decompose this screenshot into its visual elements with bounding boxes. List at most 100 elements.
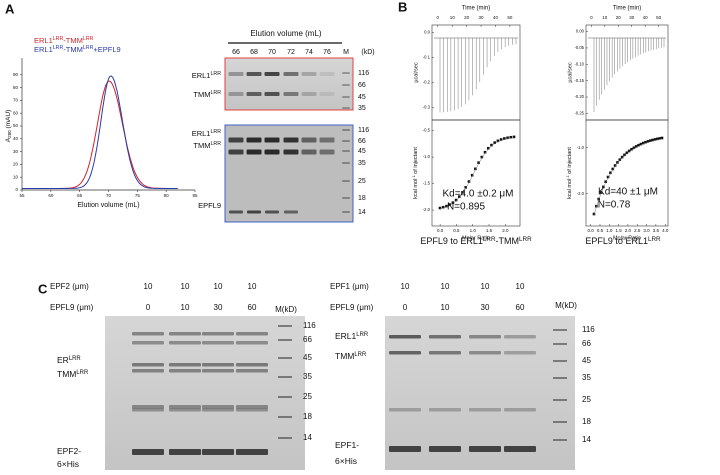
tick-label: 0.00: [576, 29, 585, 34]
isotherm-point: [609, 171, 612, 175]
gel-band: [342, 197, 350, 199]
gel-band: [202, 405, 234, 409]
isotherm-point: [651, 138, 654, 142]
isotherm-point: [464, 186, 468, 189]
row-label: EPF1 (μm): [330, 282, 369, 291]
gel-band: [284, 210, 298, 214]
gel-image: [105, 316, 305, 470]
gel-band: [504, 446, 536, 452]
gel-band: [169, 408, 201, 412]
gel-band: [132, 449, 164, 455]
gel-band: [553, 377, 567, 379]
text-part: of injectant: [413, 147, 419, 176]
gel-band: [132, 408, 164, 412]
gel-band: [169, 363, 201, 367]
tick-label: 4.0: [662, 228, 669, 233]
text-part: TMM: [335, 351, 354, 361]
text-part: EPF1-: [335, 440, 359, 450]
isotherm-point: [611, 167, 615, 171]
marker-header: M(kD): [275, 305, 297, 314]
text-part: of injectant: [567, 147, 573, 176]
gel-band: [132, 369, 164, 373]
gel-band: [342, 140, 350, 142]
axis-label: Molar Ratio: [613, 235, 641, 241]
gel-band: [342, 211, 350, 213]
y-tick-label: 60: [13, 110, 19, 115]
marker-label: 14: [582, 435, 591, 444]
y-tick-label: 40: [13, 136, 19, 141]
row-value: 10: [481, 282, 490, 291]
isotherm-point: [599, 191, 603, 194]
tick-label: -0.15: [574, 78, 584, 83]
isotherm-point: [474, 167, 477, 171]
tick-label: -0.5: [423, 128, 431, 133]
x-tick-label: 85: [192, 193, 198, 198]
band-label: 6×His: [335, 456, 357, 466]
tick-label: -0.05: [574, 45, 584, 50]
panel-label: C: [38, 281, 48, 296]
gel-band: [469, 335, 501, 339]
text-part: ERL1: [335, 331, 357, 341]
annotation: Kd=40 ±1 μM: [598, 187, 658, 198]
gel-band: [342, 162, 350, 164]
gel-band: [246, 149, 262, 155]
tick-label: 1.5: [615, 228, 622, 233]
gel-band: [342, 107, 350, 109]
y-tick-label: 70: [13, 98, 19, 103]
gel-band: [202, 332, 234, 336]
isotherm-point: [483, 150, 487, 154]
isotherm-point: [634, 145, 638, 148]
marker-label: 116: [358, 127, 369, 134]
band-label: ERL1LRR: [192, 129, 221, 138]
gel-band: [236, 369, 268, 373]
gel-band: [202, 369, 234, 373]
gel-band: [342, 96, 350, 98]
isotherm-point: [477, 161, 480, 164]
gel-band: [169, 341, 201, 345]
gel-band: [301, 92, 317, 96]
tick-label: -1.0: [577, 145, 585, 150]
marker-header: M(kD): [555, 301, 577, 310]
y-axis-label: A280 (mAU): [5, 110, 12, 143]
marker-label: 18: [358, 195, 366, 202]
tick-label: 50: [656, 15, 662, 20]
gel-band: [236, 449, 268, 455]
text-part: LRR: [83, 36, 94, 42]
text-part: ER: [57, 355, 69, 365]
tick-label: -1.5: [423, 181, 431, 186]
gel-band: [236, 332, 268, 336]
text-part: -1: [566, 175, 570, 178]
text-part: LRR: [210, 90, 221, 96]
text-part: LRR: [356, 332, 369, 338]
isotherm-point: [503, 137, 506, 140]
marker-label: 25: [358, 178, 366, 185]
gel-band: [389, 351, 421, 355]
isotherm-point: [499, 138, 503, 141]
gel-band: [319, 137, 335, 143]
gel-band: [504, 335, 536, 339]
gel-band: [132, 332, 164, 336]
gel-band: [301, 72, 317, 76]
marker-label: 35: [358, 105, 366, 112]
tick-label: 10: [450, 15, 456, 20]
text-part: 6×His: [57, 459, 79, 469]
tick-label: 50: [507, 15, 513, 20]
gel-band: [169, 405, 201, 409]
band-label: ERL1LRR: [192, 71, 221, 80]
marker-label: 66: [358, 82, 366, 89]
isotherm-point: [595, 204, 598, 208]
isotherm-point: [616, 161, 619, 164]
tick-label: 20: [616, 15, 622, 20]
fit-curve: [439, 137, 515, 210]
gel-band: [132, 363, 164, 367]
x-tick-label: 60: [48, 193, 54, 198]
gel-band: [228, 72, 244, 76]
gel-band: [504, 351, 536, 355]
gel-band: [429, 446, 461, 452]
tick-label: 0: [437, 15, 440, 20]
x-tick-label: 55: [19, 193, 25, 198]
text-part: 280: [7, 130, 12, 138]
gel-band: [228, 137, 244, 143]
isotherm-point: [458, 195, 461, 198]
gel-band: [278, 376, 292, 378]
